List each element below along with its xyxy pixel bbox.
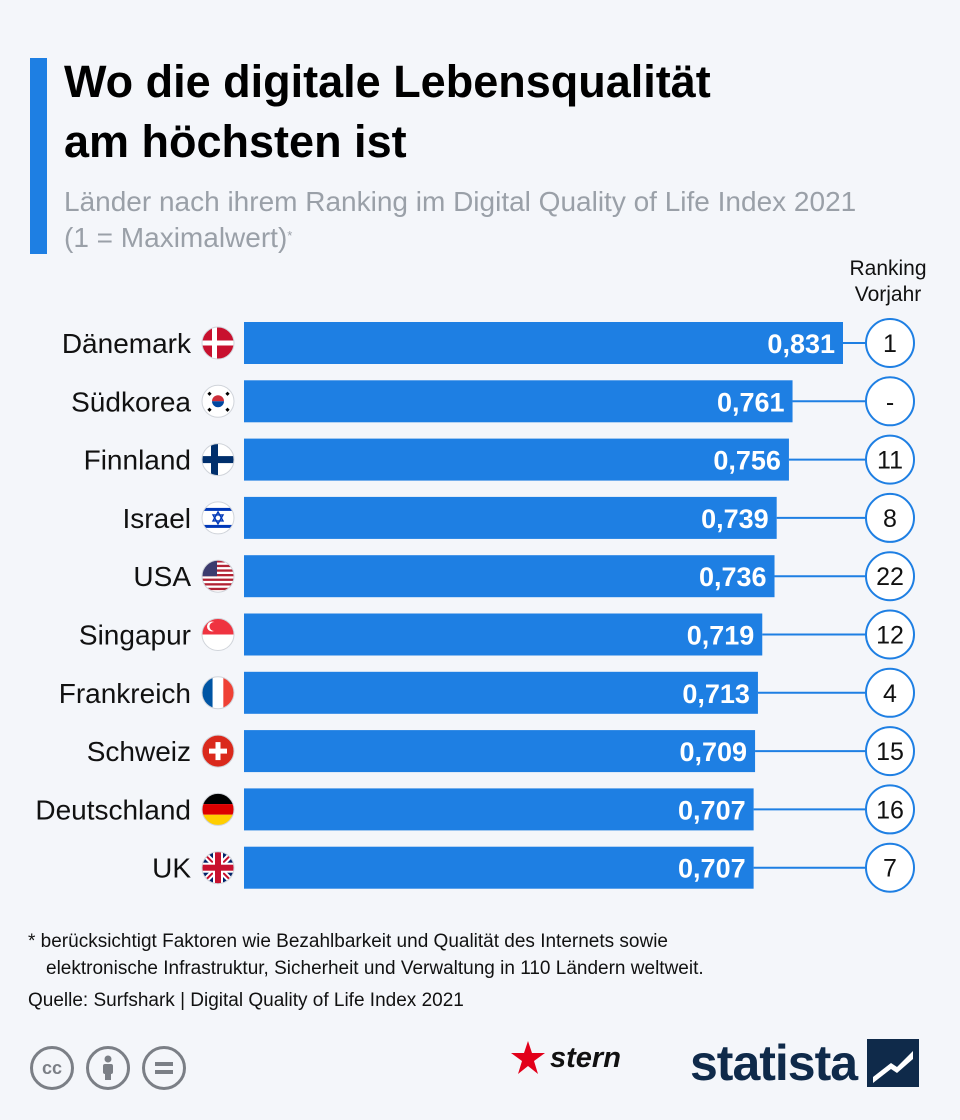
previous-rank-column-header: Ranking Vorjahr [830, 256, 946, 308]
chart-title: Wo die digitale Lebensqualität am höchst… [64, 52, 924, 172]
israel-flag-icon [201, 501, 235, 535]
previous-rank-circle [865, 842, 915, 893]
previous-rank-circle [865, 726, 915, 777]
south-korea-flag-icon [201, 384, 235, 418]
cc-icon-label: cc [41, 1057, 63, 1078]
previous-rank-label: 11 [877, 447, 903, 475]
bar [244, 380, 793, 423]
france-flag-icon [201, 676, 235, 710]
value-label: 0,707 [678, 795, 746, 825]
category-label: Dänemark [62, 328, 192, 359]
previous-rank-circle [865, 609, 915, 660]
previous-rank-circle [865, 434, 915, 485]
no-derivatives-icon[interactable] [142, 1046, 186, 1090]
value-label: 0,713 [682, 679, 750, 709]
bar [244, 322, 843, 364]
source-note: Quelle: Surfshark | Digital Quality of L… [28, 990, 464, 1011]
subtitle-footnote-mark: * [287, 228, 293, 243]
category-label: Deutschland [35, 794, 191, 825]
bar [244, 788, 754, 831]
accent-bar [30, 58, 47, 254]
chart-title-line1: Wo die digitale Lebensqualität [64, 56, 711, 107]
footnote: * berücksichtigt Faktoren wie Bezahlbark… [28, 928, 928, 982]
bar-row: Südkorea 0,761 - [71, 376, 915, 427]
previous-rank-label: - [886, 388, 894, 416]
column-header-line2: Vorjahr [854, 283, 922, 306]
switzerland-flag-icon [201, 734, 235, 768]
value-label: 0,739 [701, 504, 769, 534]
previous-rank-label: 22 [876, 563, 904, 591]
singapore-flag-icon [201, 618, 235, 651]
bar-row: USA 0,736 22 [133, 551, 915, 602]
previous-rank-circle [865, 667, 915, 718]
category-label: Finnland [84, 445, 191, 476]
germany-flag-icon [201, 792, 235, 826]
bar-row: Dänemark 0,831 1 [62, 318, 915, 368]
previous-rank-label: 15 [876, 738, 904, 766]
bar-row: Singapur 0,719 12 [79, 609, 915, 660]
category-label: Südkorea [71, 386, 191, 417]
value-label: 0,736 [699, 562, 767, 592]
bar [244, 846, 754, 889]
previous-rank-circle [865, 492, 915, 543]
bar-row: Israel 0,739 8 [123, 492, 915, 543]
previous-rank-circle [865, 318, 915, 368]
previous-rank-label: 7 [883, 855, 897, 883]
bar [244, 730, 756, 773]
category-label: USA [133, 561, 191, 592]
stern-star-icon [511, 1041, 545, 1074]
value-label: 0,709 [679, 737, 747, 767]
previous-rank-circle [865, 551, 915, 602]
usa-flag-icon [201, 559, 235, 593]
chart-title-line2: am höchsten ist [64, 116, 407, 167]
statista-wordmark: statista [690, 1035, 858, 1091]
bar-row: UK 0,707 7 [152, 842, 915, 893]
value-label: 0,756 [713, 446, 781, 476]
license-icons: cc [30, 1046, 186, 1090]
previous-rank-circle [865, 376, 915, 427]
stern-wordmark: stern [550, 1041, 621, 1074]
bar-row: Deutschland 0,707 16 [35, 784, 915, 835]
previous-rank-label: 16 [876, 796, 904, 824]
finland-flag-icon [201, 443, 235, 477]
chart-subtitle: Länder nach ihrem Ranking im Digital Qua… [64, 184, 864, 256]
category-label: Frankreich [59, 678, 191, 709]
denmark-flag-icon [201, 326, 235, 360]
previous-rank-label: 8 [883, 505, 897, 533]
column-header-line1: Ranking [849, 257, 927, 280]
previous-rank-label: 1 [883, 330, 897, 358]
category-label: Schweiz [87, 736, 191, 767]
previous-rank-label: 4 [883, 680, 897, 708]
bar [244, 555, 775, 598]
category-label: Israel [123, 503, 191, 534]
category-label: UK [152, 853, 191, 884]
previous-rank-circle [865, 784, 915, 835]
bar [244, 438, 789, 481]
cc-icon[interactable]: cc [30, 1046, 74, 1090]
statista-mark-icon [867, 1039, 920, 1087]
chart-subtitle-text: Länder nach ihrem Ranking im Digital Qua… [64, 186, 857, 253]
footnote-line2: elektronische Infrastruktur, Sicherheit … [46, 958, 704, 979]
previous-rank-label: 12 [876, 622, 904, 650]
bar-row: Schweiz 0,709 15 [87, 726, 915, 777]
footnote-line1: * berücksichtigt Faktoren wie Bezahlbark… [28, 931, 668, 952]
uk-flag-icon [201, 851, 235, 885]
value-label: 0,831 [767, 329, 835, 359]
bar-row: Frankreich 0,713 4 [59, 667, 915, 718]
value-label: 0,761 [717, 387, 785, 417]
statista-logo[interactable]: statista [690, 1034, 920, 1092]
bar [244, 613, 763, 656]
value-label: 0,719 [687, 621, 755, 651]
bar [244, 496, 777, 539]
category-label: Singapur [79, 620, 191, 651]
value-label: 0,707 [678, 854, 746, 884]
bar-row: Finnland 0,756 11 [84, 434, 915, 485]
attribution-icon[interactable] [86, 1046, 130, 1090]
bar [244, 671, 758, 714]
stern-logo[interactable]: stern [510, 1040, 621, 1076]
